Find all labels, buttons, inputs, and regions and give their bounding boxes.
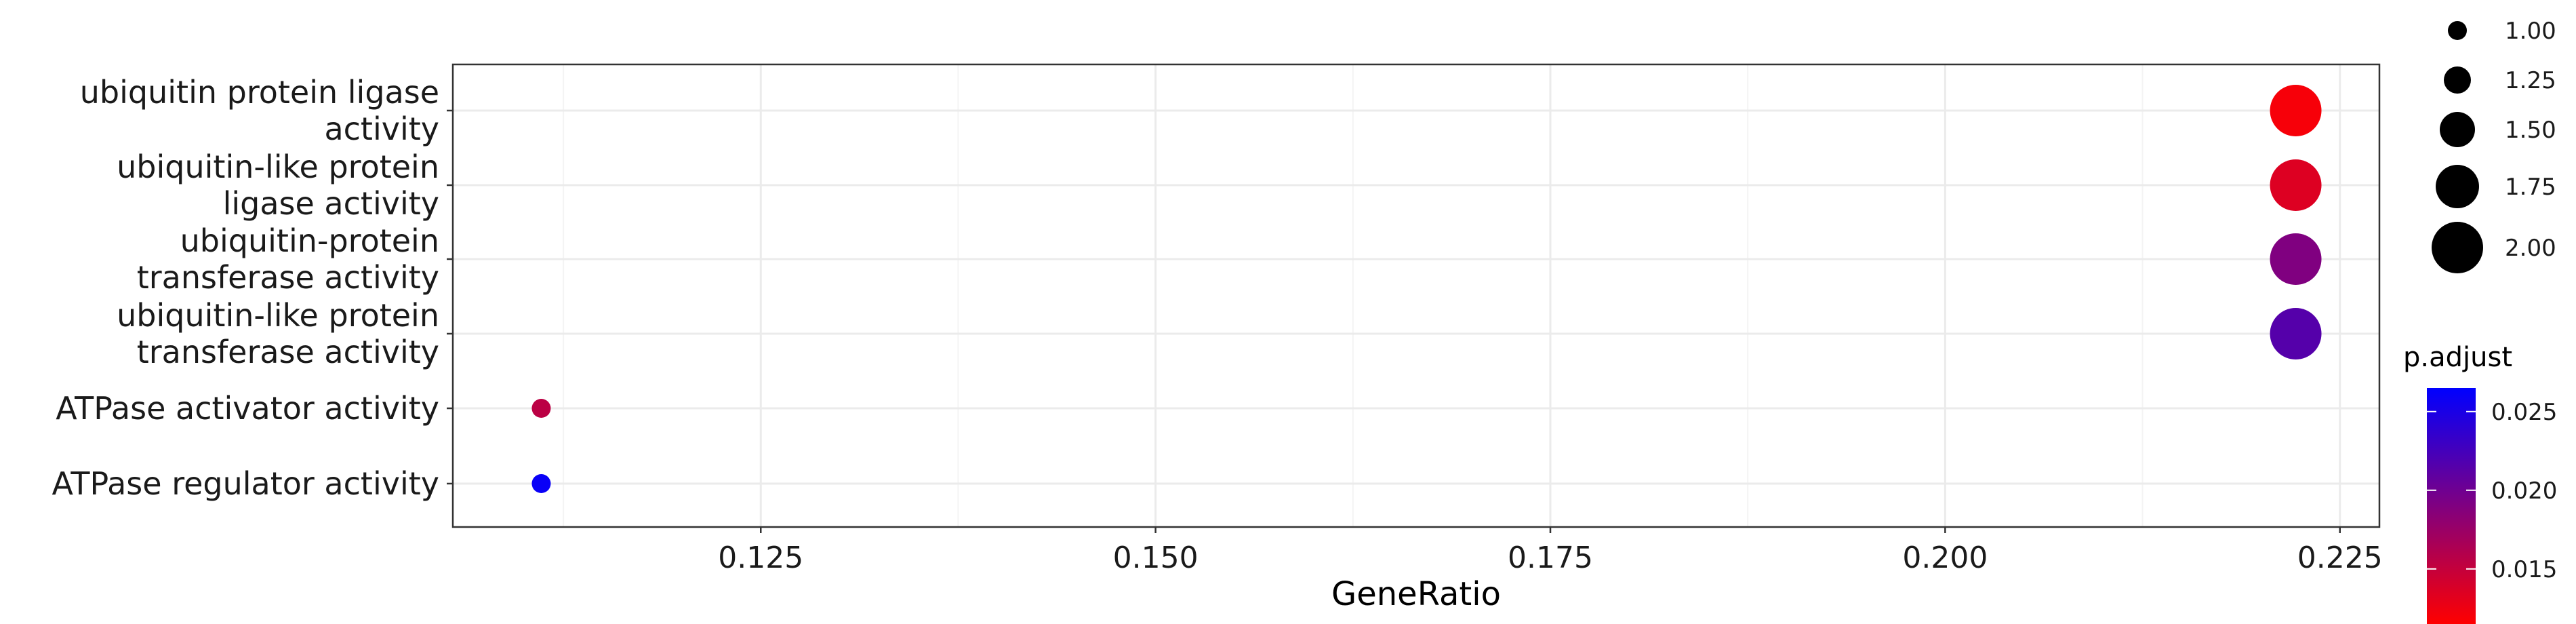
y-tick-label: ubiquitin-like protein bbox=[117, 149, 439, 185]
data-point bbox=[2270, 159, 2322, 211]
data-point bbox=[531, 474, 551, 493]
size-legend-key bbox=[2444, 66, 2471, 94]
data-point bbox=[2270, 308, 2322, 359]
color-legend-title: p.adjust bbox=[2403, 342, 2512, 373]
y-tick-label: ubiquitin protein ligase bbox=[80, 74, 439, 111]
x-axis: 0.125 0.150 0.175 0.200 0.225 bbox=[718, 527, 2383, 575]
data-point bbox=[2270, 85, 2322, 136]
plot-panel-border bbox=[451, 63, 2381, 528]
y-tick-label: ubiquitin-like protein bbox=[117, 297, 439, 334]
y-tick-label: ATPase regulator activity bbox=[52, 465, 439, 502]
x-axis-title: GeneRatio bbox=[1331, 575, 1501, 613]
y-tick-label: transferase activity bbox=[137, 334, 439, 370]
x-tick-label: 0.175 bbox=[1508, 541, 1593, 575]
color-legend: p.adjust 0.015 0.020 0.025 bbox=[2403, 342, 2557, 624]
data-point bbox=[531, 399, 551, 418]
colorbar bbox=[2427, 388, 2476, 624]
x-tick-label: 0.200 bbox=[1902, 541, 1988, 575]
x-tick-label: 0.225 bbox=[2297, 541, 2383, 575]
x-tick-label: 0.125 bbox=[718, 541, 803, 575]
colorbar-label: 0.015 bbox=[2491, 556, 2557, 583]
size-legend-label: 1.00 bbox=[2505, 18, 2556, 45]
grid bbox=[453, 64, 2379, 527]
size-legend-key bbox=[2448, 21, 2467, 40]
colorbar-label: 0.025 bbox=[2491, 399, 2557, 426]
size-legend: 1.00 1.25 1.50 1.75 2.00 bbox=[2432, 18, 2556, 273]
x-tick-label: 0.150 bbox=[1113, 541, 1199, 575]
y-tick-label: ubiquitin-protein bbox=[180, 222, 439, 259]
y-tick-label: activity bbox=[324, 111, 439, 147]
y-tick-label: transferase activity bbox=[137, 259, 439, 296]
y-tick-label: ligase activity bbox=[223, 185, 439, 222]
data-points bbox=[531, 85, 2322, 493]
colorbar-label: 0.020 bbox=[2491, 477, 2557, 505]
size-legend-key bbox=[2432, 222, 2483, 273]
size-legend-key bbox=[2436, 165, 2479, 208]
y-axis: ubiquitin protein ligaseactivityubiquiti… bbox=[52, 74, 453, 502]
size-legend-label: 1.25 bbox=[2505, 67, 2556, 94]
size-legend-label: 1.50 bbox=[2505, 117, 2556, 144]
size-legend-label: 2.00 bbox=[2505, 235, 2556, 262]
data-point bbox=[2270, 233, 2322, 285]
size-legend-key bbox=[2440, 112, 2475, 147]
y-tick-label: ATPase activator activity bbox=[56, 390, 439, 427]
size-legend-label: 1.75 bbox=[2505, 174, 2556, 201]
